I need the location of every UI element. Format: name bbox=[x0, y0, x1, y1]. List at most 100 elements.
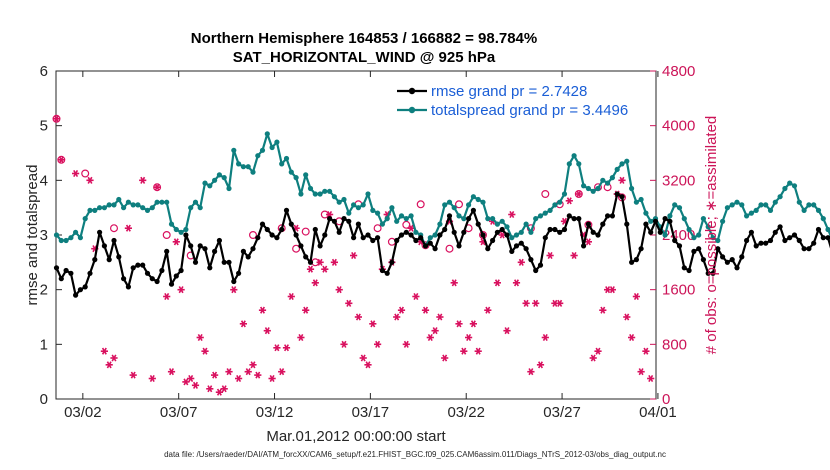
rmse-point bbox=[360, 235, 366, 241]
spread-point bbox=[710, 235, 716, 241]
spread-point bbox=[509, 235, 515, 241]
spread-point bbox=[581, 183, 587, 189]
spread-point bbox=[600, 177, 606, 183]
spread-point bbox=[739, 202, 745, 208]
spread-point bbox=[245, 164, 251, 170]
spread-point bbox=[609, 175, 616, 181]
obs-assimilated-marker bbox=[100, 347, 108, 355]
spread-point bbox=[279, 161, 285, 167]
rmse-point bbox=[341, 216, 347, 222]
rmse-point bbox=[576, 216, 582, 222]
rmse-point bbox=[293, 232, 299, 238]
rmse-point bbox=[652, 218, 659, 224]
rmse-point bbox=[365, 232, 371, 238]
x-axis-ticks: 03/02 03/07 03/12 03/17 03/22 03/27 04/01 bbox=[64, 71, 677, 421]
rmse-point bbox=[336, 229, 342, 235]
obs-possible-marker bbox=[541, 190, 550, 199]
rmse-point bbox=[216, 237, 222, 244]
x-tick-label: 03/07 bbox=[160, 404, 198, 421]
rmse-point bbox=[312, 226, 318, 233]
spread-point bbox=[485, 216, 491, 222]
obs-assimilated-marker bbox=[306, 265, 315, 273]
rmse-point bbox=[705, 270, 711, 276]
obs-assimilated-marker bbox=[647, 374, 655, 383]
rmse-point bbox=[73, 292, 79, 298]
spread-point bbox=[624, 158, 630, 164]
rmse-point bbox=[269, 232, 275, 238]
obs-assimilated-marker bbox=[335, 286, 343, 294]
spread-point bbox=[744, 213, 750, 219]
spread-point bbox=[403, 216, 409, 222]
rmse-point bbox=[379, 267, 385, 274]
spread-point bbox=[236, 161, 242, 167]
rmse-point bbox=[168, 281, 175, 287]
spread-point bbox=[116, 196, 122, 203]
spread-point bbox=[288, 169, 294, 175]
obs-assimilated-marker bbox=[311, 279, 319, 287]
obs-assimilated-marker bbox=[354, 313, 362, 321]
obs-assimilated-marker bbox=[278, 368, 286, 376]
rmse-point bbox=[130, 265, 136, 271]
obs-assimilated-marker bbox=[556, 299, 564, 307]
rmse-point bbox=[82, 284, 88, 290]
rmse-point bbox=[595, 232, 601, 238]
spread-point bbox=[77, 235, 83, 241]
rmse-point bbox=[787, 235, 793, 241]
left-tick-label: 5 bbox=[40, 118, 48, 135]
obs-possible-marker bbox=[162, 231, 171, 240]
rmse-point bbox=[499, 226, 505, 233]
rmse-point bbox=[801, 246, 807, 252]
rmse-point bbox=[470, 207, 476, 213]
rmse-point bbox=[777, 224, 783, 230]
spread-point bbox=[259, 147, 266, 153]
spread-point bbox=[164, 199, 170, 205]
obs-assimilated-marker bbox=[536, 361, 545, 369]
spread-point bbox=[317, 191, 323, 197]
spread-point bbox=[207, 183, 213, 189]
rmse-point bbox=[504, 232, 510, 238]
rmse-point bbox=[188, 243, 194, 249]
spread-point bbox=[576, 161, 582, 167]
rmse-point bbox=[720, 254, 726, 260]
rmse-point bbox=[811, 240, 817, 246]
obs-assimilated-marker bbox=[570, 251, 578, 260]
spread-point bbox=[763, 202, 769, 208]
spread-point bbox=[365, 191, 371, 197]
rmse-point bbox=[298, 243, 304, 249]
spread-point bbox=[571, 153, 577, 159]
rmse-point bbox=[667, 218, 673, 224]
spread-point bbox=[676, 205, 683, 211]
spread-point bbox=[466, 202, 472, 208]
obs-assimilated-marker bbox=[517, 258, 525, 266]
spread-point bbox=[130, 202, 136, 208]
rmse-point bbox=[820, 235, 826, 241]
spread-point bbox=[264, 131, 270, 137]
spread-point bbox=[408, 213, 414, 219]
rmse-point bbox=[552, 226, 558, 233]
rmse-point bbox=[178, 267, 184, 274]
obs-assimilated-marker bbox=[421, 306, 430, 314]
spread-point bbox=[753, 207, 759, 213]
obs-assimilated-marker bbox=[484, 306, 492, 314]
obs-possible-series bbox=[52, 114, 626, 267]
y-axis-label-left: rmse and totalspread bbox=[24, 165, 41, 306]
obs-assimilated-marker bbox=[206, 385, 214, 393]
spread-point bbox=[667, 213, 673, 219]
legend: rmse grand pr = 2.7428 totalspread grand… bbox=[393, 80, 653, 120]
obs-assimilated-marker bbox=[139, 176, 147, 184]
spread-point bbox=[523, 221, 529, 227]
obs-assimilated-marker bbox=[512, 279, 521, 287]
spread-point bbox=[437, 221, 443, 227]
x-tick-label: 03/02 bbox=[64, 404, 102, 421]
rmse-point bbox=[279, 226, 285, 233]
rmse-point bbox=[724, 259, 731, 265]
spread-point bbox=[250, 169, 256, 175]
rmse-point bbox=[351, 235, 357, 241]
rmse-point bbox=[806, 246, 812, 252]
obs-assimilated-marker bbox=[72, 169, 80, 178]
spread-point bbox=[197, 205, 203, 211]
chart-title-line1: Northern Hemisphere 164853 / 166882 = 98… bbox=[191, 30, 537, 47]
spread-point bbox=[815, 207, 822, 213]
spread-point bbox=[643, 210, 649, 216]
rmse-point bbox=[796, 237, 802, 244]
